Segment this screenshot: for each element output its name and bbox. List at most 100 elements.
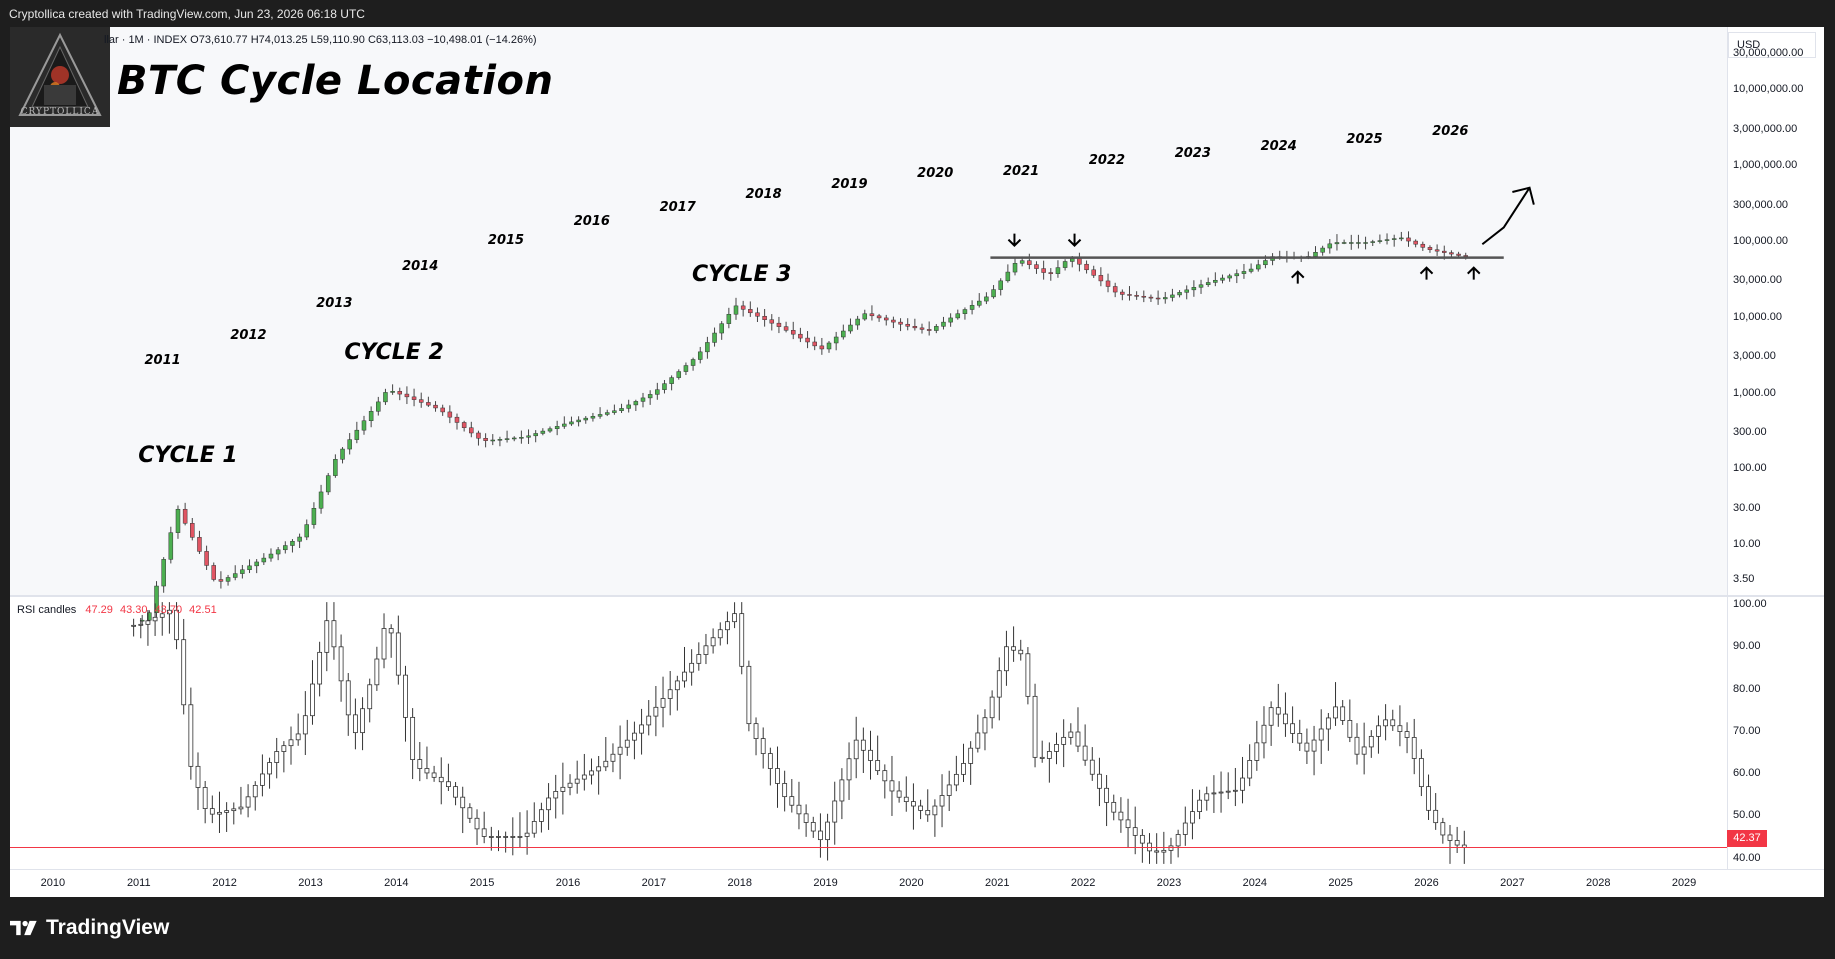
rsi-candle	[818, 830, 823, 841]
rsi-candle	[331, 620, 337, 648]
year-annotation: 2012	[230, 328, 267, 343]
rsi-axis-label: 80.00	[1733, 682, 1761, 695]
price-candle-down	[891, 319, 896, 323]
rsi-candle	[503, 836, 509, 838]
rsi-candle	[717, 629, 723, 639]
time-axis-label: 2020	[899, 877, 924, 889]
rsi-candle	[1161, 849, 1167, 853]
time-axis-label: 2028	[1585, 877, 1611, 889]
rsi-value-3: 43.70	[154, 604, 183, 616]
rsi-candle	[868, 749, 873, 761]
rsi-candle	[231, 808, 237, 812]
rsi-candle	[460, 796, 466, 809]
price-candle-up	[697, 351, 703, 360]
rsi-candle	[739, 613, 745, 667]
rsi-candle	[138, 623, 144, 626]
price-candle-down	[1413, 240, 1418, 245]
year-annotation: 2019	[831, 177, 868, 192]
rsi-candle	[1347, 720, 1353, 738]
price-candle-up	[283, 545, 288, 551]
price-candle-up	[154, 585, 159, 613]
rsi-candle	[603, 760, 609, 768]
rsi-candle	[496, 836, 501, 838]
price-candle-up	[139, 619, 145, 622]
pane-separator[interactable]	[10, 595, 1824, 597]
price-candle-down	[926, 329, 932, 331]
price-pane[interactable]	[10, 27, 1727, 595]
rsi-candle	[1032, 695, 1038, 758]
price-candle-up	[161, 559, 166, 587]
rsi-candle	[1397, 725, 1403, 732]
rsi-candle	[1154, 850, 1160, 853]
year-annotation: 2016	[573, 214, 610, 229]
time-axis-label: 2021	[985, 877, 1010, 889]
down-arrow-icon	[1007, 233, 1022, 248]
price-candle-up	[1313, 252, 1318, 257]
price-axis-label: 10,000,000.00	[1733, 83, 1804, 96]
price-candle-down	[397, 391, 403, 395]
price-candle-up	[383, 392, 388, 403]
ticker-ohlc: llar · 1M · INDEX O73,610.77 H74,013.25 …	[104, 34, 537, 46]
rsi-candle	[217, 811, 222, 815]
year-annotation: 2020	[917, 166, 954, 181]
year-annotation: 2025	[1346, 132, 1383, 147]
time-axis-label: 2029	[1671, 877, 1697, 889]
price-candle-up	[562, 423, 567, 427]
price-candle-down	[783, 326, 789, 331]
price-candle-up	[976, 300, 982, 306]
price-candle-up	[297, 536, 302, 542]
rsi-axis-label: 70.00	[1733, 724, 1761, 737]
rsi-candle	[274, 751, 280, 763]
rsi-candle	[875, 760, 881, 772]
rsi-candle	[1225, 790, 1231, 793]
price-candle-down	[418, 399, 424, 403]
rsi-legend[interactable]: RSI candles 47.29 43.30 43.70 42.51	[17, 604, 217, 616]
price-candle-up	[934, 326, 939, 331]
rsi-candle	[782, 783, 788, 798]
cycle-annotation: CYCLE 1	[138, 443, 238, 468]
rsi-candle	[825, 821, 830, 841]
price-candle-up	[826, 342, 832, 350]
price-candle-up	[325, 475, 331, 493]
price-candle-up	[1327, 243, 1333, 249]
time-axis-label: 2010	[40, 877, 66, 889]
price-candle-up	[948, 317, 953, 323]
rsi-candle	[710, 637, 716, 647]
rsi-candle	[145, 620, 151, 625]
rsi-candle	[1004, 646, 1009, 672]
rsi-candle	[345, 680, 351, 716]
rsi-candle	[1011, 646, 1016, 651]
price-candle-up	[1241, 271, 1247, 274]
rsi-candle	[1061, 736, 1067, 745]
rsi-candle	[682, 671, 687, 682]
price-candle-down	[1463, 255, 1468, 257]
price-candle-up	[519, 437, 524, 439]
rsi-candle	[302, 715, 308, 735]
rsi-candle	[166, 609, 172, 615]
rsi-candle	[1104, 787, 1109, 803]
price-candle-down	[1027, 260, 1032, 265]
rsi-axis-label: 100.00	[1733, 598, 1767, 611]
rsi-candle	[1261, 724, 1267, 744]
year-annotation: 2026	[1432, 124, 1469, 139]
price-candle-down	[1034, 264, 1039, 269]
price-candle-down	[1456, 253, 1461, 256]
currency-button[interactable]: USD	[1728, 32, 1816, 58]
price-candle-up	[569, 421, 574, 425]
rsi-candle	[646, 715, 652, 726]
price-candle-down	[869, 313, 875, 317]
price-candle-up	[540, 430, 546, 434]
rsi-candle	[1147, 842, 1152, 852]
rsi-candle	[1354, 736, 1360, 755]
rsi-candle	[953, 773, 959, 786]
price-axis-label: 1,000,000.00	[1733, 158, 1798, 171]
tradingview-footer[interactable]: TradingView	[10, 908, 169, 948]
rsi-candle	[1018, 649, 1024, 655]
price-candle-up	[662, 383, 667, 390]
rsi-candle	[660, 698, 666, 708]
price-candle-down	[905, 323, 910, 327]
price-candle-up	[1055, 267, 1061, 274]
price-axis-label: 30,000.00	[1733, 274, 1782, 287]
time-axis-label: 2023	[1156, 877, 1182, 889]
